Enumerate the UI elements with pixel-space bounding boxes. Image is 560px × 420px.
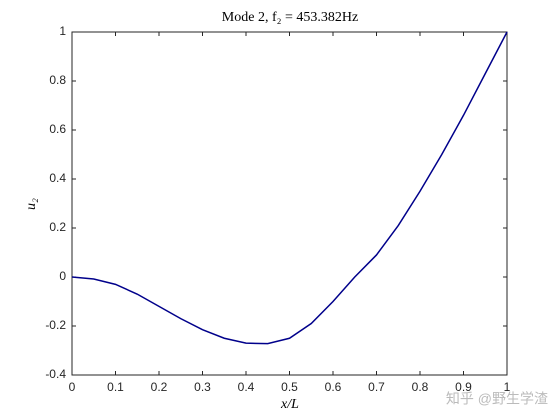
x-tick-label: 0.1 (107, 380, 124, 394)
y-tick-label: 0.8 (49, 73, 66, 87)
chart-title: Mode 2, f₂ = 453.382Hz (222, 10, 358, 25)
y-tick-label: 0.2 (49, 220, 66, 234)
x-tick-label: 0.6 (325, 380, 342, 394)
y-tick-label: 1 (59, 24, 66, 38)
x-tick-label: 0 (69, 380, 76, 394)
x-axis-label: x/L (280, 397, 299, 412)
y-tick-label: -0.4 (45, 367, 66, 381)
x-tick-label: 1 (504, 380, 511, 394)
x-tick-label: 0.4 (238, 380, 255, 394)
y-tick-label: 0 (59, 269, 66, 283)
x-tick-label: 0.9 (455, 380, 472, 394)
watermark: 知乎 @野生学渣 (446, 391, 548, 407)
y-axis-label: u₂ (24, 198, 39, 210)
y-tick-label: -0.2 (45, 318, 66, 332)
x-tick-label: 0.3 (194, 380, 211, 394)
x-tick-label: 0.8 (412, 380, 429, 394)
y-tick-label: 0.4 (49, 171, 66, 185)
axes-box (71, 31, 508, 376)
data-line (71, 31, 508, 345)
y-tick-label: 0.6 (49, 122, 66, 136)
x-tick-label: 0.7 (368, 380, 385, 394)
x-tick-label: 0.5 (281, 380, 298, 394)
x-tick-label: 0.2 (151, 380, 168, 394)
